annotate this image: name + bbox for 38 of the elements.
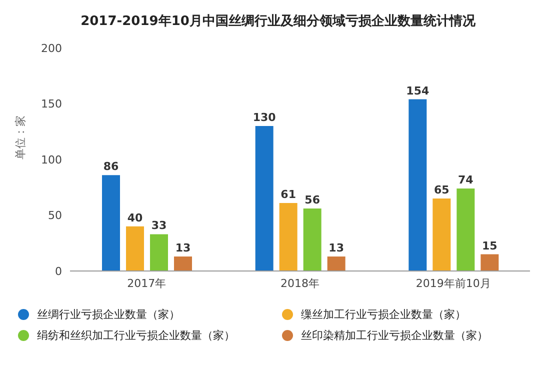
legend-label: 缫丝加工行业亏损企业数量（家） bbox=[301, 307, 466, 322]
data-label: 86 bbox=[103, 160, 119, 174]
legend-label: 绢纺和丝织加工行业亏损企业数量（家） bbox=[37, 328, 235, 343]
bar bbox=[432, 198, 451, 271]
bar bbox=[327, 256, 346, 271]
data-label: 74 bbox=[458, 173, 474, 186]
chart-title: 2017-2019年10月中国丝绸行业及细分领域亏损企业数量统计情况 bbox=[80, 12, 476, 30]
data-label: 130 bbox=[252, 111, 276, 124]
data-label: 33 bbox=[151, 219, 167, 232]
data-label: 13 bbox=[328, 242, 344, 255]
bar bbox=[480, 254, 499, 271]
bar bbox=[303, 208, 322, 271]
y-tick-label: 200 bbox=[41, 42, 62, 55]
x-tick-label: 2019年前10月 bbox=[416, 276, 491, 290]
y-tick-label: 100 bbox=[41, 153, 62, 166]
y-tick-label: 50 bbox=[48, 209, 62, 222]
y-axis-title: 单位：家 bbox=[14, 116, 27, 160]
bar bbox=[150, 234, 168, 271]
data-label: 40 bbox=[127, 211, 143, 224]
bar bbox=[102, 175, 120, 271]
y-tick-label: 0 bbox=[55, 264, 62, 278]
data-label: 13 bbox=[175, 242, 191, 255]
legend-label: 丝绸行业亏损企业数量（家） bbox=[37, 307, 180, 322]
x-tick-label: 2017年 bbox=[127, 276, 166, 290]
data-label: 154 bbox=[406, 84, 430, 98]
bar bbox=[126, 226, 144, 271]
bar bbox=[408, 99, 427, 271]
bar bbox=[255, 126, 274, 271]
data-label: 56 bbox=[304, 194, 320, 207]
bar bbox=[456, 188, 475, 271]
data-label: 15 bbox=[482, 239, 498, 252]
x-tick-label: 2018年 bbox=[280, 276, 320, 290]
y-tick-label: 150 bbox=[41, 98, 62, 111]
data-label: 61 bbox=[280, 188, 296, 201]
bar bbox=[174, 256, 192, 271]
data-label: 65 bbox=[434, 184, 450, 197]
bar bbox=[279, 202, 298, 271]
legend-label: 丝印染精加工行业亏损企业数量（家） bbox=[301, 328, 488, 343]
